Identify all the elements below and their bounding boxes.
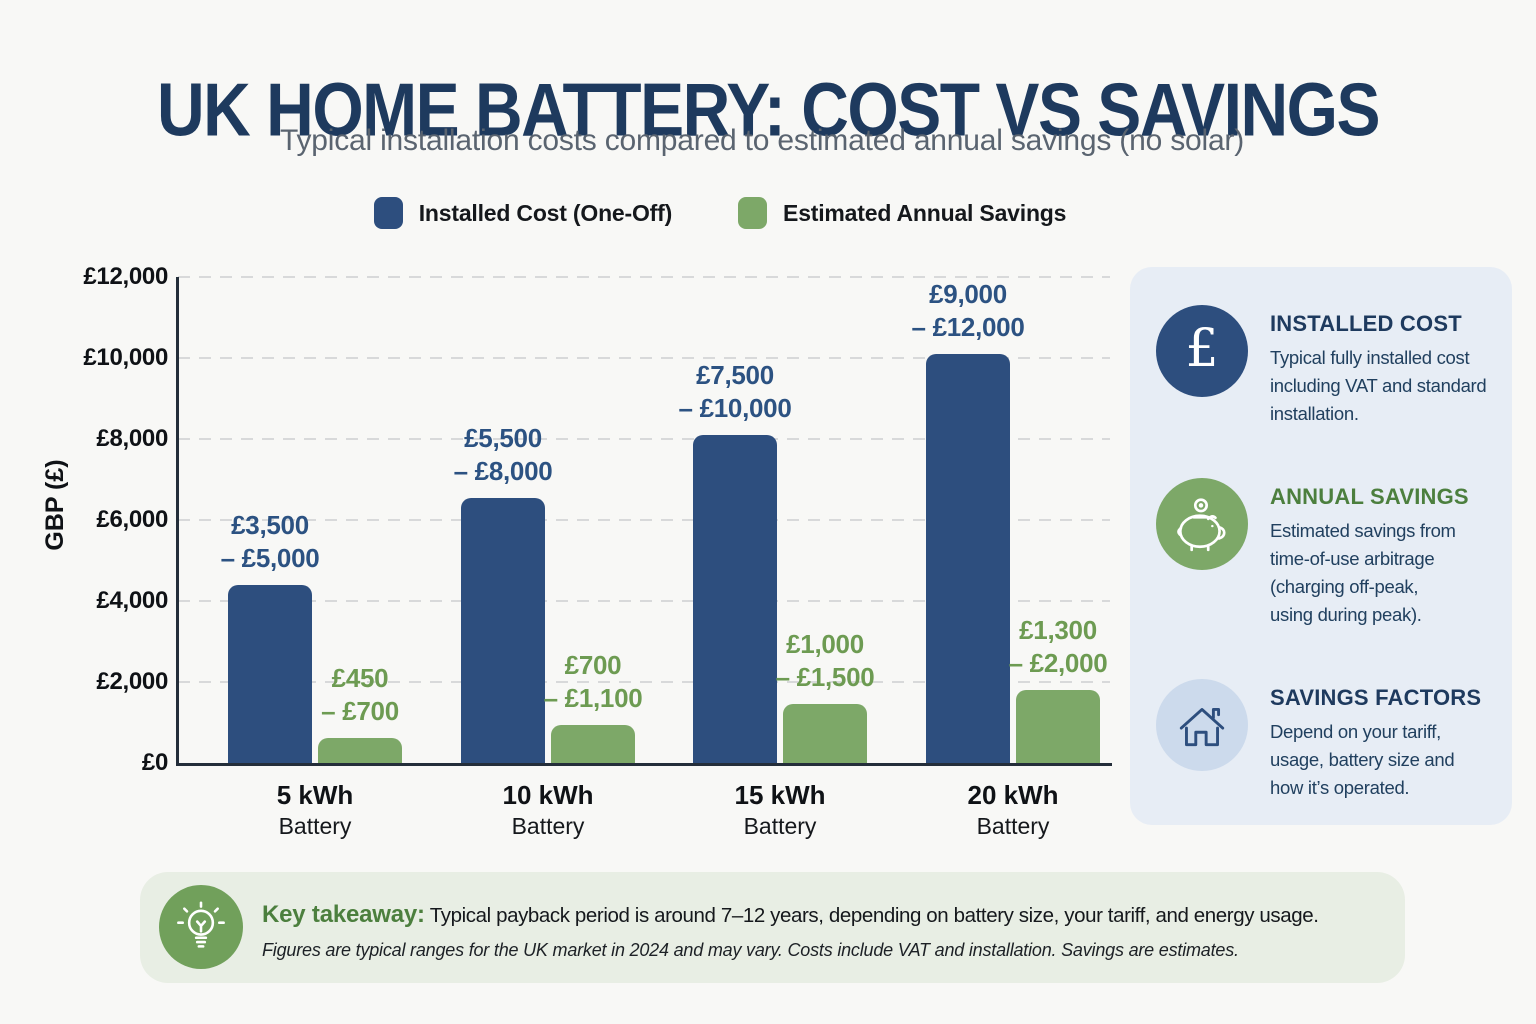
x-axis-label-5kwh: 5 kWh Battery — [220, 779, 410, 841]
bar-range-label-savings-20kwh: £1,300 – £2,000 — [1008, 615, 1108, 678]
page-title: UK HOME BATTERY: COST VS SAVINGS — [157, 67, 1380, 152]
y-tick-label: £2,000 — [96, 668, 168, 695]
gridline-12000 — [178, 276, 1110, 278]
bar-range-label-cost-20kwh: £9,000 – £12,000 — [911, 279, 1025, 342]
bar-range-label-cost-10kwh: £5,500 – £8,000 — [453, 423, 553, 486]
page-subtitle: Typical installation costs compared to e… — [279, 124, 1245, 157]
bar-range-label-savings-15kwh: £1,000 – £1,500 — [775, 629, 875, 692]
footnote-text: Figures are typical ranges for the UK ma… — [262, 940, 1239, 960]
y-axis-line — [176, 277, 179, 766]
installed-cost-bar-5kwh — [228, 585, 312, 763]
y-tick-label: £6,000 — [96, 506, 168, 533]
panel-item-savings-factors: SAVINGS FACTORS Depend on your tariff, u… — [1156, 679, 1494, 802]
key-takeaway-box: Key takeaway: Typical payback period is … — [140, 872, 1405, 983]
gridline-4000 — [178, 600, 1110, 602]
installed-cost-bar-20kwh — [926, 354, 1010, 763]
bar-range-label-savings-5kwh: £450 – £700 — [321, 663, 399, 726]
category-subline: Battery — [278, 813, 352, 839]
panel-item-annual-savings: ANNUAL SAVINGS Estimated savings from ti… — [1156, 478, 1494, 629]
x-axis-label-10kwh: 10 kWh Battery — [453, 779, 643, 841]
installed-cost-bar-15kwh — [693, 435, 777, 763]
savings-bar-20kwh — [1016, 690, 1100, 763]
panel-body-annual-savings: Estimated savings from time-of-use arbit… — [1270, 520, 1456, 625]
y-tick-label: £10,000 — [83, 344, 168, 371]
y-tick-label: £4,000 — [96, 587, 168, 614]
piggy-bank-icon — [1156, 478, 1248, 570]
y-tick-label: £8,000 — [96, 425, 168, 452]
legend-item-installed-cost: Installed Cost (One-Off) — [373, 197, 673, 229]
x-axis-label-15kwh: 15 kWh Battery — [685, 779, 875, 841]
installed-cost-bar-10kwh — [461, 498, 545, 763]
key-takeaway-text: Typical payback period is around 7–12 ye… — [424, 904, 1319, 927]
bar-range-label-savings-10kwh: £700 – £1,100 — [543, 650, 643, 713]
category-label: 10 kWh — [502, 780, 594, 810]
annual-savings-swatch-icon — [738, 197, 768, 229]
panel-heading-annual-savings: ANNUAL SAVINGS — [1270, 484, 1469, 509]
y-tick-label: £0 — [141, 749, 168, 776]
gridline-6000 — [178, 519, 1110, 521]
panel-item-installed-cost: £ INSTALLED COST Typical fully installed… — [1156, 305, 1494, 428]
category-label: 15 kWh — [734, 780, 826, 810]
category-subline: Battery — [743, 813, 817, 839]
x-axis-line — [176, 763, 1112, 766]
gridline-8000 — [178, 438, 1110, 440]
category-label: 5 kWh — [276, 780, 354, 810]
installed-cost-swatch-icon — [373, 197, 403, 229]
legend-label-annual-savings: Estimated Annual Savings — [783, 199, 1067, 226]
x-axis-label-20kwh: 20 kWh Battery — [918, 779, 1108, 841]
key-takeaway-line: Key takeaway: Typical payback period is … — [262, 901, 1319, 929]
category-label: 20 kWh — [967, 780, 1059, 810]
bar-range-label-cost-15kwh: £7,500 – £10,000 — [678, 360, 792, 423]
panel-body-savings-factors: Depend on your tariff, usage, battery si… — [1270, 721, 1455, 798]
panel-heading-installed-cost: INSTALLED COST — [1270, 311, 1462, 336]
chart-legend: Installed Cost (One-Off) Estimated Annua… — [0, 197, 1440, 229]
category-subline: Battery — [511, 813, 585, 839]
house-icon — [1156, 679, 1248, 771]
lightbulb-icon — [159, 885, 243, 969]
savings-bar-10kwh — [551, 725, 635, 763]
legend-label-installed-cost: Installed Cost (One-Off) — [418, 199, 673, 226]
category-subline: Battery — [976, 813, 1050, 839]
savings-bar-15kwh — [783, 704, 867, 763]
pound-icon: £ — [1156, 305, 1248, 397]
bar-range-label-cost-5kwh: £3,500 – £5,000 — [220, 510, 320, 573]
gridline-2000 — [178, 681, 1110, 683]
savings-bar-5kwh — [318, 738, 402, 763]
panel-heading-savings-factors: SAVINGS FACTORS — [1270, 685, 1482, 710]
info-panel: £ INSTALLED COST Typical fully installed… — [1130, 267, 1512, 825]
gridline-10000 — [178, 357, 1110, 359]
panel-body-installed-cost: Typical fully installed cost including V… — [1270, 347, 1487, 424]
y-tick-label: £12,000 — [83, 263, 168, 290]
legend-item-annual-savings: Estimated Annual Savings — [738, 197, 1066, 229]
key-takeaway-label: Key takeaway: — [262, 901, 425, 928]
